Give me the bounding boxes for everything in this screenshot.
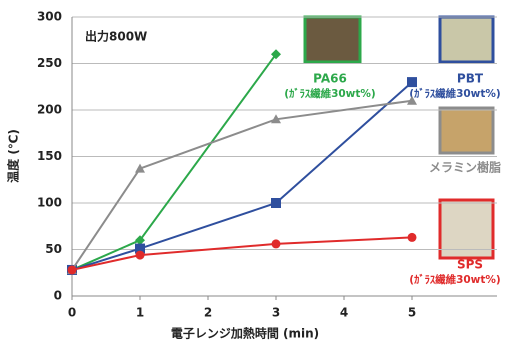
line xyxy=(72,101,412,270)
y-tick-label: 50 xyxy=(45,242,62,256)
photo-pa66 xyxy=(305,17,360,62)
marker xyxy=(407,77,417,87)
marker xyxy=(136,251,145,260)
photo-melamine xyxy=(440,108,493,153)
y-axis-label: 温度 (℃) xyxy=(6,129,21,183)
annotation: 出力800W xyxy=(85,29,147,44)
marker xyxy=(271,198,281,208)
x-tick-label: 0 xyxy=(68,306,76,320)
series-sublabel: (ｶﾞﾗｽ繊維30wt%) xyxy=(409,87,500,100)
x-tick-label: 5 xyxy=(408,306,416,320)
y-tick-label: 0 xyxy=(54,289,62,303)
series-sublabel: (ｶﾞﾗｽ繊維30wt%) xyxy=(409,273,500,286)
x-axis-label: 電子レンジ加熱時間 (min) xyxy=(171,326,319,341)
photo-pbt xyxy=(440,17,493,62)
y-tick-label: 300 xyxy=(37,10,62,24)
y-tick-label: 150 xyxy=(37,149,62,163)
series-label: PA66 xyxy=(313,72,347,86)
y-tick-label: 100 xyxy=(37,196,62,210)
series-label: PBT xyxy=(457,72,484,86)
chart: 出力800W 電子レンジ加熱時間 (min) 温度 (℃) 0501001502… xyxy=(0,0,507,344)
y-tick-label: 250 xyxy=(37,56,62,70)
x-tick-label: 1 xyxy=(136,306,144,320)
x-tick-label: 4 xyxy=(340,306,348,320)
marker xyxy=(68,265,77,274)
series-label: メラミン樹脂 xyxy=(429,160,501,175)
marker xyxy=(272,239,281,248)
x-tick-label: 3 xyxy=(272,306,280,320)
series-sublabel: (ｶﾞﾗｽ繊維30wt%) xyxy=(284,87,375,100)
series-label: SPS xyxy=(457,258,483,272)
marker xyxy=(408,233,417,242)
x-tick-label: 2 xyxy=(204,306,212,320)
y-tick-label: 200 xyxy=(37,103,62,117)
